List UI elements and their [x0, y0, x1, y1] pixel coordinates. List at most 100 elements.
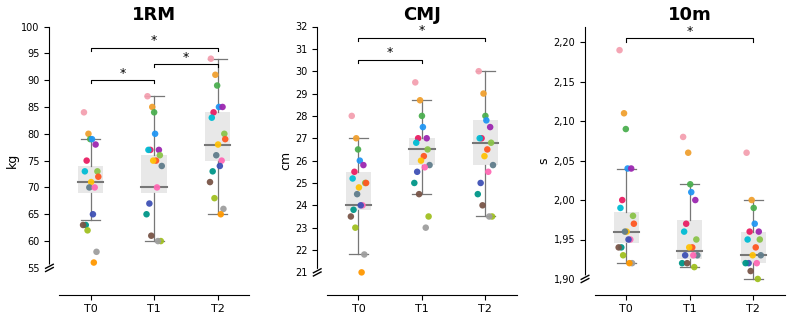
Point: [617, 253, 630, 258]
Point: [154, 238, 167, 244]
Point: [349, 225, 362, 230]
Point: [348, 169, 361, 174]
Text: *: *: [387, 46, 394, 60]
Point: [623, 260, 636, 266]
Point: [474, 136, 486, 141]
Point: [618, 229, 631, 234]
Point: [210, 153, 222, 158]
Bar: [205, 112, 230, 161]
Y-axis label: s: s: [538, 157, 550, 164]
Point: [677, 134, 690, 140]
Point: [206, 115, 218, 120]
Point: [619, 126, 632, 132]
Point: [212, 142, 225, 147]
Point: [145, 233, 158, 238]
Point: [356, 203, 369, 208]
Point: [422, 147, 434, 152]
Bar: [677, 220, 702, 259]
Point: [686, 245, 698, 250]
Point: [418, 154, 430, 159]
Point: [626, 213, 639, 218]
Point: [486, 214, 498, 219]
Point: [472, 69, 485, 74]
Point: [155, 164, 168, 169]
Point: [80, 158, 93, 163]
Point: [350, 136, 362, 141]
Point: [748, 221, 761, 226]
Point: [682, 150, 694, 155]
Point: [357, 163, 370, 168]
Title: 1RM: 1RM: [132, 5, 176, 24]
Point: [413, 192, 426, 197]
Point: [219, 137, 232, 142]
Point: [615, 245, 628, 250]
Text: *: *: [119, 67, 126, 80]
Point: [626, 260, 638, 266]
Point: [474, 180, 487, 186]
Point: [346, 176, 359, 181]
Point: [350, 192, 363, 197]
Point: [485, 140, 498, 145]
Bar: [410, 138, 434, 165]
Point: [358, 180, 371, 186]
Text: *: *: [182, 51, 189, 63]
Point: [142, 147, 155, 152]
Point: [614, 205, 627, 211]
Point: [354, 158, 366, 163]
Point: [740, 150, 753, 155]
Bar: [346, 172, 371, 210]
Point: [214, 164, 226, 169]
Point: [88, 185, 101, 190]
Point: [78, 110, 90, 115]
Point: [744, 268, 757, 274]
Point: [358, 252, 370, 257]
Point: [214, 212, 227, 217]
Text: *: *: [151, 35, 158, 47]
Point: [153, 147, 166, 152]
Point: [81, 228, 94, 233]
Bar: [78, 166, 103, 193]
Point: [85, 180, 98, 185]
Point: [624, 237, 637, 242]
Point: [483, 214, 496, 219]
Point: [481, 147, 494, 152]
Point: [151, 238, 164, 244]
Point: [750, 245, 762, 250]
Point: [480, 118, 493, 123]
Point: [150, 185, 163, 190]
Point: [742, 260, 755, 266]
Point: [346, 113, 358, 118]
Point: [90, 142, 102, 147]
Point: [205, 56, 218, 61]
Point: [216, 104, 229, 109]
Point: [83, 185, 96, 190]
Point: [150, 158, 162, 163]
Point: [613, 48, 626, 53]
Point: [203, 180, 216, 185]
Point: [688, 265, 701, 270]
Point: [612, 245, 625, 250]
Point: [486, 163, 499, 168]
Point: [625, 166, 638, 171]
Point: [140, 212, 153, 217]
Point: [752, 229, 765, 234]
Point: [353, 185, 366, 190]
Point: [352, 147, 365, 152]
Point: [684, 182, 697, 187]
Point: [146, 104, 158, 109]
Point: [476, 203, 489, 208]
Point: [410, 169, 423, 174]
Point: [471, 192, 484, 197]
Point: [143, 201, 156, 206]
Point: [420, 136, 433, 141]
Point: [417, 124, 430, 130]
Point: [347, 207, 360, 212]
Point: [746, 197, 758, 203]
Bar: [142, 155, 167, 193]
Point: [419, 225, 432, 230]
Point: [676, 260, 689, 266]
Point: [91, 169, 104, 174]
Y-axis label: kg: kg: [6, 153, 18, 168]
Point: [345, 214, 358, 219]
Point: [477, 91, 490, 96]
